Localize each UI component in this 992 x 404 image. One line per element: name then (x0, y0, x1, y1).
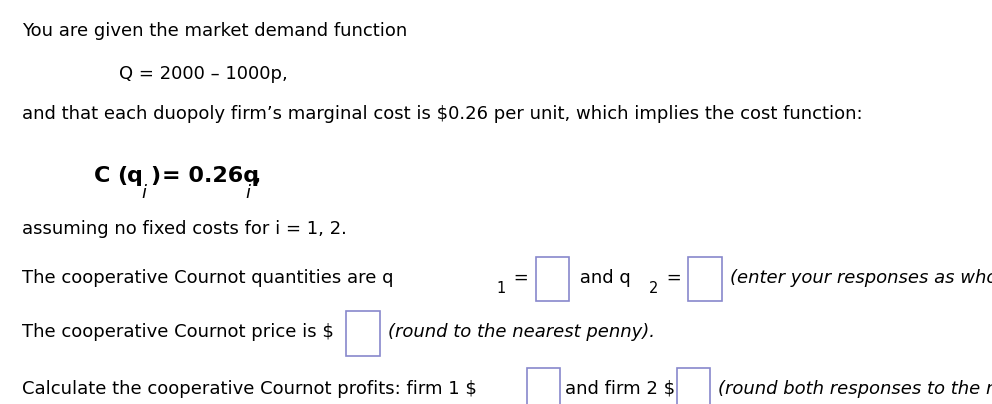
FancyBboxPatch shape (688, 257, 722, 301)
Text: Q = 2000 – 1000p,: Q = 2000 – 1000p, (119, 65, 288, 83)
Text: C: C (94, 166, 111, 186)
Text: 2: 2 (649, 281, 658, 296)
FancyBboxPatch shape (527, 368, 560, 404)
Text: assuming no fixed costs for i = 1, 2.: assuming no fixed costs for i = 1, 2. (22, 220, 346, 238)
Text: 1: 1 (496, 281, 505, 296)
Text: = 0.26q: = 0.26q (162, 166, 259, 186)
Text: =: = (508, 269, 529, 287)
Text: (round both responses to the nearest cent).: (round both responses to the nearest cen… (718, 380, 992, 398)
Text: (: ( (117, 166, 127, 186)
Text: ,: , (253, 166, 261, 186)
FancyBboxPatch shape (536, 257, 569, 301)
FancyBboxPatch shape (677, 368, 710, 404)
Text: and firm 2 $: and firm 2 $ (565, 380, 676, 398)
Text: i: i (142, 184, 147, 202)
Text: =: = (661, 269, 682, 287)
Text: The cooperative Cournot quantities are q: The cooperative Cournot quantities are q (22, 269, 393, 287)
Text: and q: and q (574, 269, 631, 287)
Text: (round to the nearest penny).: (round to the nearest penny). (388, 323, 655, 341)
Text: ): ) (150, 166, 160, 186)
Text: i: i (245, 184, 250, 202)
Text: and that each duopoly firm’s marginal cost is $0.26 per unit, which implies the : and that each duopoly firm’s marginal co… (22, 105, 862, 123)
Text: q: q (127, 166, 143, 186)
Text: Calculate the cooperative Cournot profits: firm 1 $: Calculate the cooperative Cournot profit… (22, 380, 477, 398)
FancyBboxPatch shape (346, 311, 380, 356)
Text: You are given the market demand function: You are given the market demand function (22, 22, 407, 40)
Text: (enter your responses as whole numbers).: (enter your responses as whole numbers). (730, 269, 992, 287)
Text: The cooperative Cournot price is $: The cooperative Cournot price is $ (22, 323, 333, 341)
